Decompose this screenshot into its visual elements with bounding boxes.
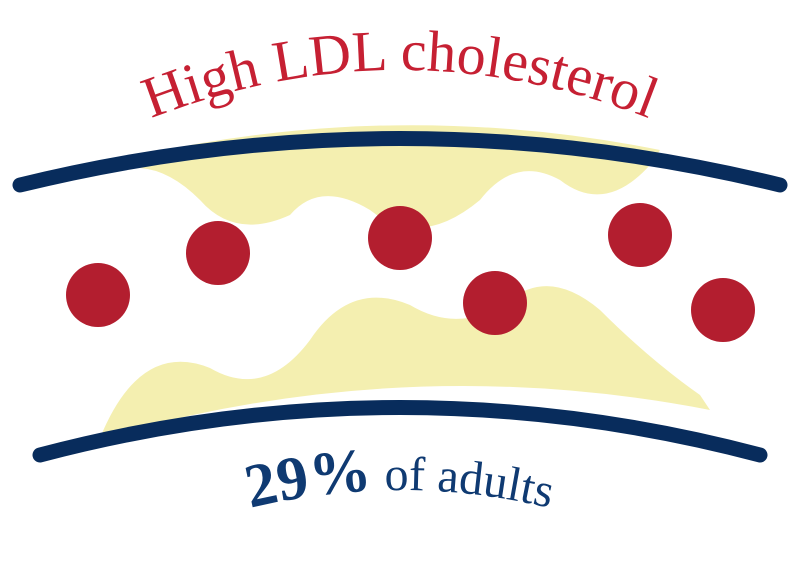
blood-cell-icon — [66, 263, 130, 327]
stat-text: 29% of adults — [239, 436, 559, 521]
stat-label: of adults — [371, 448, 559, 519]
stat-percent: 29% — [239, 436, 374, 521]
blood-cell-icon — [463, 271, 527, 335]
cholesterol-infographic: High LDL cholesterol 29% of adults — [0, 0, 800, 565]
stat-textpath: 29% of adults — [239, 436, 559, 521]
title-text: High LDL cholesterol — [133, 18, 667, 131]
title-textpath: High LDL cholesterol — [133, 18, 667, 131]
blood-cell-icon — [368, 206, 432, 270]
blood-cell-icon — [186, 221, 250, 285]
blood-cell-icon — [691, 278, 755, 342]
blood-cell-icon — [608, 203, 672, 267]
